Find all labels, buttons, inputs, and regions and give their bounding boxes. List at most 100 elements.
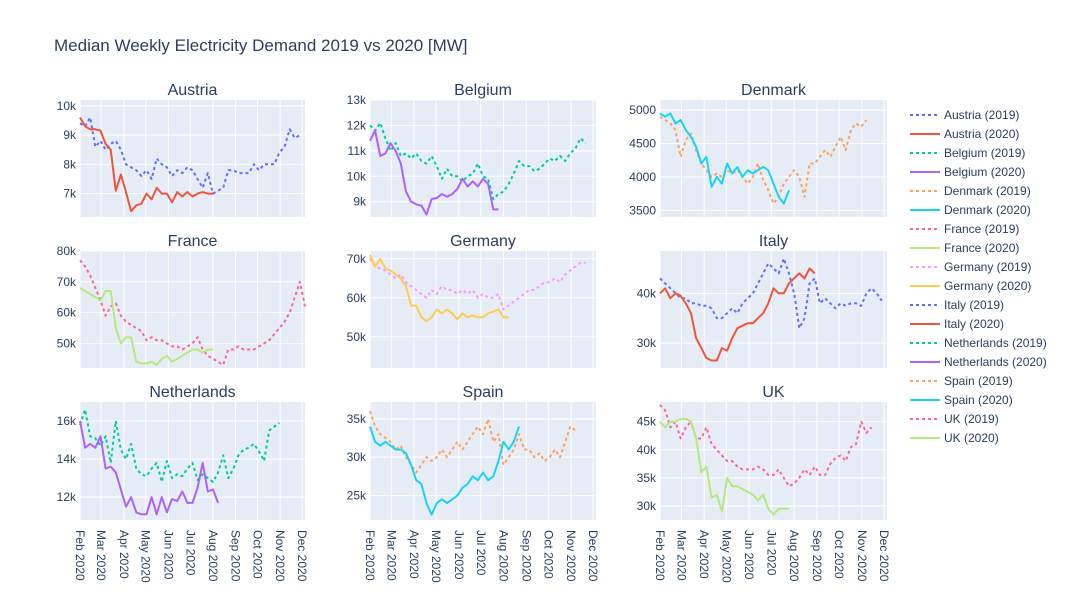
y-tick-label: 8k (63, 157, 77, 171)
legend-item-uk-2020[interactable]: UK (2020) (910, 431, 999, 445)
subplot-france: 50k 60k 70k 80k France (57, 233, 306, 368)
y-tick-label: 13k (347, 93, 367, 107)
series-line-italy-2019 (659, 257, 883, 330)
subplot-title: Italy (759, 233, 788, 250)
legend-item-netherlands-2019[interactable]: Netherlands (2019) (910, 336, 1047, 350)
y-tick-label: 5000 (629, 103, 656, 117)
chart-title: Median Weekly Electricity Demand 2019 vs… (54, 36, 468, 55)
y-tick-label: 30k (347, 450, 367, 464)
legend-item-netherlands-2020[interactable]: Netherlands (2020) (910, 355, 1047, 369)
x-tick-label: Jul 2020 (183, 530, 197, 576)
legend-label: Spain (2019) (944, 374, 1013, 388)
x-tick-label: Nov 2020 (564, 530, 578, 582)
legend-item-belgium-2019[interactable]: Belgium (2019) (910, 146, 1025, 160)
x-tick-label: Apr 2020 (407, 530, 421, 579)
y-tick-label: 35k (347, 412, 367, 426)
legend-item-austria-2019[interactable]: Austria (2019) (910, 108, 1019, 122)
plot-area (80, 100, 305, 217)
legend-item-austria-2020[interactable]: Austria (2020) (910, 127, 1019, 141)
legend-item-france-2019[interactable]: France (2019) (910, 222, 1019, 236)
x-tick-label: Feb 2020 (73, 530, 87, 581)
y-tick-label: 40k (637, 286, 657, 300)
x-tick-label: Dec 2020 (295, 530, 309, 582)
y-tick-label: 10k (347, 169, 367, 183)
x-tick-label: Apr 2020 (117, 530, 131, 579)
x-tick-label: Aug 2020 (497, 530, 511, 582)
y-tick-label: 40k (637, 443, 657, 457)
subplot-title: Netherlands (149, 384, 235, 401)
subplot-italy: 30k 40k Italy (637, 233, 887, 368)
y-tick-label: 80k (57, 244, 77, 258)
x-tick-label: Apr 2020 (697, 530, 711, 579)
x-tick-label: May 2020 (429, 530, 443, 583)
subplot-spain: 25k 30k 35k Spain Feb 2020 Mar 2020 Apr 2020 Ma… (347, 384, 600, 583)
legend-label: Italy (2019) (944, 298, 1004, 312)
legend-item-belgium-2020[interactable]: Belgium (2020) (910, 165, 1025, 179)
y-tick-label: 3500 (629, 203, 656, 217)
legend-label: Germany (2020) (944, 279, 1031, 293)
legend-item-spain-2020[interactable]: Spain (2020) (910, 393, 1013, 407)
x-tick-label: Aug 2020 (206, 530, 220, 582)
x-tick-label: Dec 2020 (877, 530, 891, 582)
y-tick-label: 50k (347, 330, 367, 344)
legend-item-italy-2019[interactable]: Italy (2019) (910, 298, 1004, 312)
legend-item-germany-2020[interactable]: Germany (2020) (910, 279, 1031, 293)
legend-label: Denmark (2019) (944, 184, 1031, 198)
legend-item-france-2020[interactable]: France (2020) (910, 241, 1019, 255)
x-tick-label: Aug 2020 (787, 530, 801, 582)
subplot-title: Denmark (741, 82, 807, 99)
y-tick-label: 70k (57, 275, 77, 289)
subplot-germany: 50k 60k 70k Germany (347, 233, 596, 368)
legend-item-uk-2019[interactable]: UK (2019) (910, 412, 999, 426)
y-tick-label: 50k (57, 336, 77, 350)
subplot-title: Belgium (454, 82, 512, 99)
x-tick-label: Sep 2020 (229, 530, 243, 582)
x-tick-label: Oct 2020 (541, 530, 555, 579)
x-tick-label: Nov 2020 (273, 530, 287, 582)
plot-area (660, 251, 887, 368)
legend-item-italy-2020[interactable]: Italy (2020) (910, 317, 1004, 331)
legend-label: Austria (2019) (944, 108, 1019, 122)
series-line-uk-2020 (659, 417, 789, 516)
subplot-denmark: 3500 4000 4500 5000 Denmark (629, 82, 887, 217)
legend-item-germany-2019[interactable]: Germany (2019) (910, 260, 1031, 274)
subplot-title: Austria (168, 82, 218, 99)
y-tick-label: 16k (57, 414, 77, 428)
series-line-austria-2019 (79, 116, 301, 195)
legend-item-spain-2019[interactable]: Spain (2019) (910, 374, 1013, 388)
series-line-france-2020 (79, 287, 213, 366)
y-tick-label: 4000 (629, 170, 656, 184)
y-tick-label: 70k (347, 252, 367, 266)
y-tick-label: 14k (57, 452, 77, 466)
y-tick-label: 7k (63, 187, 77, 201)
y-tick-label: 9k (353, 195, 367, 209)
legend-label: Germany (2019) (944, 260, 1031, 274)
x-tick-label: Jul 2020 (474, 530, 488, 576)
subplot-grid: 7k 8k 9k 10k Austria 9k 10k 11k 12k 13k Belgium 350… (57, 82, 891, 583)
y-tick-label: 30k (637, 336, 657, 350)
legend-item-denmark-2019[interactable]: Denmark (2019) (910, 184, 1031, 198)
y-tick-label: 60k (347, 291, 367, 305)
subplot-belgium: 9k 10k 11k 12k 13k Belgium (347, 82, 596, 217)
y-tick-label: 4500 (629, 136, 656, 150)
plot-area (370, 100, 596, 217)
legend-label: France (2019) (944, 222, 1019, 236)
legend-label: Austria (2020) (944, 127, 1019, 141)
plot-area (370, 251, 596, 368)
series-line-germany-2019 (369, 258, 586, 311)
y-tick-label: 25k (347, 488, 367, 502)
legend[interactable]: Austria (2019) Austria (2020) Belgium (201… (910, 108, 1047, 445)
series-line-spain-2019 (369, 410, 577, 474)
x-tick-label: Nov 2020 (855, 530, 869, 582)
x-tick-label: Oct 2020 (832, 530, 846, 579)
legend-item-denmark-2020[interactable]: Denmark (2020) (910, 203, 1031, 217)
subplot-title: UK (762, 384, 785, 401)
x-tick-label: Feb 2020 (363, 530, 377, 581)
subplot-uk: 30k 35k 40k 45k UK Feb 2020 Mar 2020 Apr 2020 Ma… (637, 384, 891, 583)
series-line-netherlands-2020 (79, 420, 220, 516)
subplot-netherlands: 12k 14k 16k Netherlands Feb 2020 Mar 2020 Apr … (57, 384, 309, 583)
legend-label: Spain (2020) (944, 393, 1013, 407)
y-tick-label: 45k (637, 415, 657, 429)
